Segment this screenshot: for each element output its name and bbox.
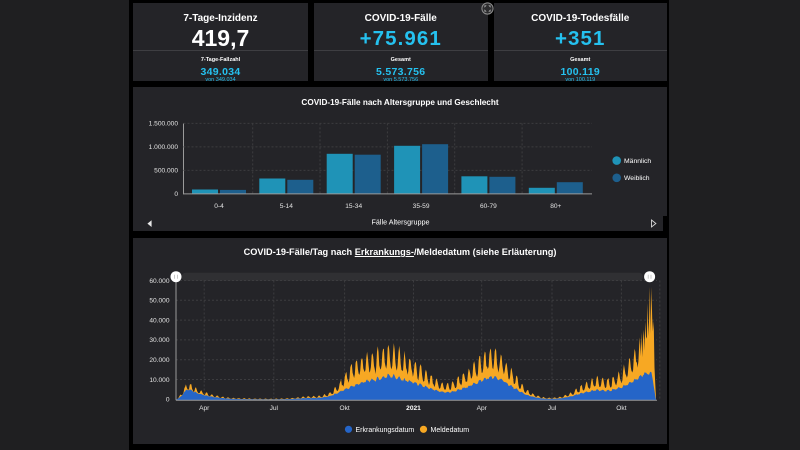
svg-text:0-4: 0-4 [214, 203, 224, 210]
svg-text:30.000: 30.000 [149, 337, 170, 344]
svg-text:2021: 2021 [406, 405, 421, 412]
svg-text:50.000: 50.000 [149, 298, 170, 305]
svg-text:60-79: 60-79 [480, 203, 497, 210]
svg-text:40.000: 40.000 [149, 317, 170, 324]
svg-text:35-59: 35-59 [413, 203, 430, 210]
svg-text:10.000: 10.000 [149, 377, 170, 384]
svg-text:Männlich: Männlich [624, 158, 651, 165]
svg-text:5-14: 5-14 [280, 203, 294, 210]
svg-text:0: 0 [174, 191, 178, 198]
svg-text:15-34: 15-34 [345, 203, 362, 210]
svg-text:Jul: Jul [270, 405, 279, 412]
svg-text:0: 0 [166, 397, 170, 404]
svg-text:Fälle Altersgruppe: Fälle Altersgruppe [372, 218, 430, 227]
svg-text:500.000: 500.000 [154, 168, 178, 175]
svg-text:60.000: 60.000 [149, 278, 170, 285]
svg-text:80+: 80+ [550, 203, 561, 210]
svg-text:Okt: Okt [616, 405, 626, 412]
svg-text:Apr: Apr [477, 405, 488, 412]
svg-text:Weiblich: Weiblich [624, 175, 650, 182]
svg-text:20.000: 20.000 [149, 357, 170, 364]
svg-text:1.000.000: 1.000.000 [149, 144, 179, 151]
svg-text:Jul: Jul [548, 405, 557, 412]
svg-text:1.500.000: 1.500.000 [149, 121, 179, 128]
svg-text:Okt: Okt [339, 405, 349, 412]
svg-text:Erkrankungsdatum: Erkrankungsdatum [356, 427, 415, 434]
svg-text:Meldedatum: Meldedatum [431, 427, 470, 434]
svg-text:Apr: Apr [199, 405, 210, 412]
